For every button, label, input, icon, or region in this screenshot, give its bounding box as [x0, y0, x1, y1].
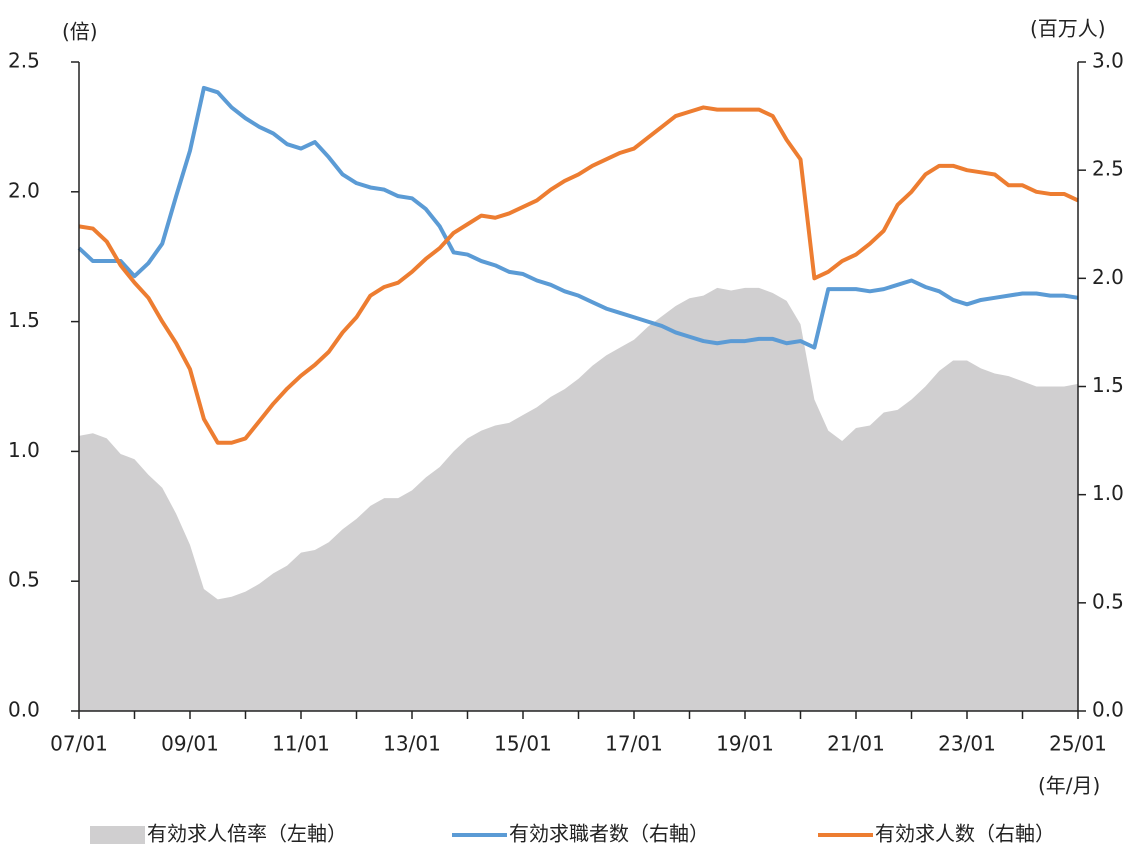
x-tick-label: 11/01 [272, 732, 330, 756]
y2-tick-label: 1.0 [1092, 481, 1124, 505]
x-tick-label: 19/01 [716, 732, 774, 756]
legend-label: 有効求人数（右軸） [875, 822, 1055, 846]
y-tick-label: 2.5 [8, 49, 40, 73]
x-tick-label: 21/01 [827, 732, 885, 756]
x-tick-label: 23/01 [938, 732, 996, 756]
x-tick-label: 13/01 [383, 732, 441, 756]
y-tick-label: 1.0 [8, 438, 40, 462]
x-tick-label: 07/01 [50, 732, 108, 756]
x-tick-label: 17/01 [605, 732, 663, 756]
x-axis-label: (年/月) [1038, 774, 1100, 798]
y2-tick-label: 3.0 [1092, 49, 1124, 73]
x-tick-label: 15/01 [494, 732, 552, 756]
y-tick-label: 0.0 [8, 698, 40, 722]
y-tick-label: 1.5 [8, 308, 40, 332]
y2-tick-label: 2.5 [1092, 157, 1124, 181]
legend-label: 有効求職者数（右軸） [509, 822, 709, 846]
line [77, 85, 1079, 350]
area [79, 287, 1078, 711]
y-tick-label: 2.0 [8, 178, 40, 202]
y-axis-label: (倍) [62, 20, 98, 44]
y2-tick-label: 2.0 [1092, 265, 1124, 289]
y2-tick-label: 0.5 [1092, 589, 1124, 613]
y-tick-label: 0.5 [8, 568, 40, 592]
x-tick-label: 25/01 [1049, 732, 1107, 756]
x-tick-label: 09/01 [161, 732, 219, 756]
legend-label: 有効求人倍率（左軸） [147, 822, 347, 846]
y2-tick-label: 1.5 [1092, 373, 1124, 397]
legend-swatch [90, 826, 145, 844]
y2-axis-label: (百万人) [1030, 17, 1106, 41]
y2-tick-label: 0.0 [1092, 698, 1124, 722]
line [78, 105, 1079, 445]
